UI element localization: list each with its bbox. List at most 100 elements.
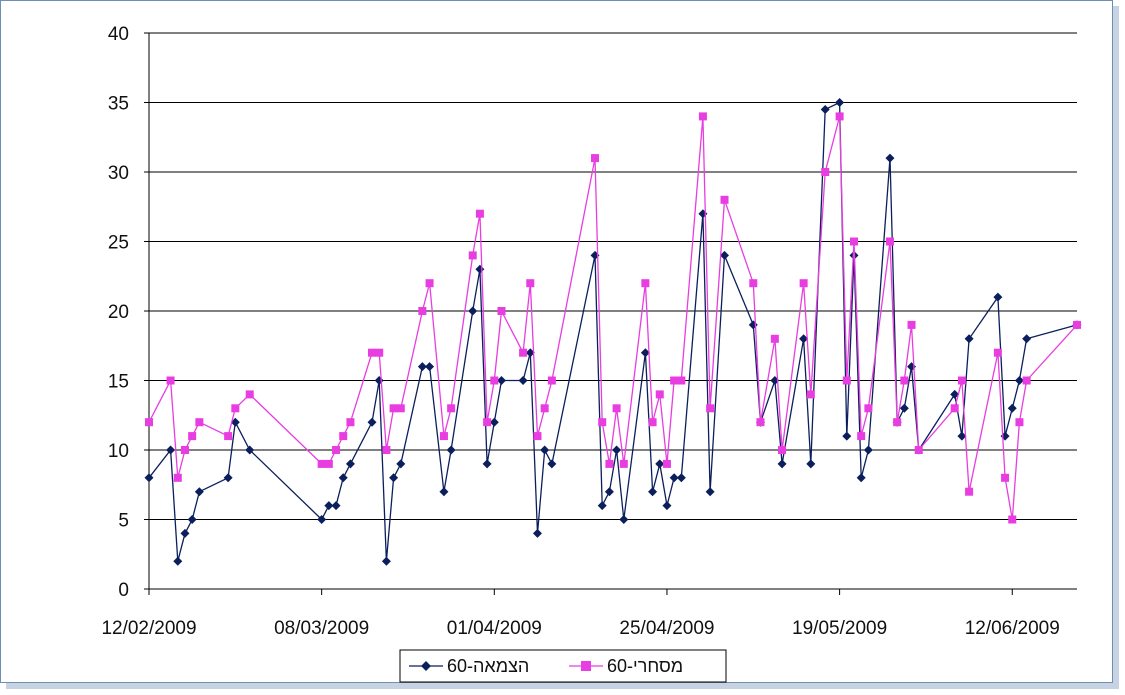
data-point <box>540 445 550 455</box>
data-point <box>655 459 665 469</box>
data-point <box>396 459 406 469</box>
legend-box <box>399 649 727 683</box>
data-point <box>612 445 622 455</box>
data-point <box>662 459 671 468</box>
data-point <box>224 432 233 441</box>
data-point <box>748 320 758 330</box>
data-point <box>425 279 434 288</box>
data-point <box>166 445 176 455</box>
data-point <box>382 446 391 454</box>
data-point <box>914 446 923 454</box>
y-tick-label: 30 <box>108 163 129 184</box>
data-point <box>619 515 629 524</box>
data-point <box>519 348 528 357</box>
data-point <box>957 376 966 385</box>
y-tick-label: 25 <box>108 233 129 254</box>
data-point <box>188 432 197 441</box>
y-tick-label: 20 <box>108 302 129 323</box>
data-point <box>1022 376 1031 385</box>
data-point <box>345 459 355 469</box>
data-point <box>332 446 341 454</box>
data-point <box>705 487 715 497</box>
y-tick-label: 0 <box>118 580 129 601</box>
data-point <box>490 376 499 385</box>
data-point <box>857 432 866 441</box>
data-point <box>864 404 873 413</box>
data-point <box>1014 376 1024 385</box>
data-point <box>799 279 808 288</box>
data-point <box>749 279 758 288</box>
data-point <box>950 404 959 413</box>
data-point <box>317 459 326 468</box>
x-tick-label: 08/03/2009 <box>274 618 369 639</box>
data-point <box>144 473 154 483</box>
data-point <box>698 209 708 219</box>
axes: 0 5 10 15 20 25 30 35 40 12/02/2009 08/03/2009 01/0… <box>101 24 1077 639</box>
data-point <box>547 376 556 385</box>
data-point <box>425 362 435 372</box>
data-point <box>483 418 492 427</box>
data-point <box>655 390 664 399</box>
data-point <box>324 459 333 468</box>
series-2 <box>145 112 1081 524</box>
series-line <box>148 116 1078 520</box>
data-point <box>619 459 628 468</box>
data-point <box>835 112 844 121</box>
data-point <box>540 404 549 413</box>
data-point <box>375 348 384 357</box>
data-point <box>439 487 449 497</box>
series-group <box>144 98 1082 566</box>
data-point <box>173 556 183 566</box>
data-point <box>799 334 809 344</box>
legend-marker-series-2 <box>581 661 591 671</box>
data-point <box>1022 334 1032 344</box>
data-point <box>533 432 542 441</box>
x-tick-label: 01/04/2009 <box>447 618 542 639</box>
data-point <box>547 459 557 469</box>
y-tick-label: 35 <box>108 94 129 115</box>
data-point <box>187 515 197 524</box>
data-point <box>965 487 974 496</box>
data-point <box>993 348 1002 357</box>
data-point <box>367 417 377 427</box>
chart-frame: 0 5 10 15 20 25 30 35 40 12/02/2009 08/03/2009 01/0… <box>0 0 1113 683</box>
data-point <box>662 501 672 511</box>
data-point <box>439 432 448 441</box>
data-point <box>670 376 679 385</box>
data-point <box>893 418 902 427</box>
data-point <box>447 404 456 413</box>
data-point <box>770 334 779 343</box>
data-point <box>605 459 614 468</box>
data-point <box>518 376 528 385</box>
data-point <box>374 376 384 385</box>
data-point <box>900 376 909 385</box>
data-point <box>231 404 240 413</box>
data-point <box>1073 320 1081 329</box>
data-point <box>648 418 657 427</box>
data-point <box>842 431 852 441</box>
data-point <box>756 418 765 427</box>
series-1 <box>144 98 1082 566</box>
x-tick-label: 19/05/2009 <box>792 618 887 639</box>
x-tick-label: 12/06/2009 <box>965 618 1060 639</box>
legend-marker-series-1 <box>421 661 431 671</box>
data-point <box>1001 473 1010 482</box>
data-point <box>677 376 686 385</box>
data-point <box>230 417 240 427</box>
data-point <box>720 250 730 260</box>
data-point <box>676 473 686 483</box>
data-point <box>324 501 334 511</box>
data-point <box>223 473 233 483</box>
data-point <box>993 292 1003 302</box>
data-point <box>706 404 715 413</box>
data-point <box>173 473 182 482</box>
data-point <box>1007 403 1017 413</box>
data-point <box>338 473 348 483</box>
data-point <box>835 98 845 107</box>
data-point <box>1008 515 1017 524</box>
data-point <box>698 112 707 121</box>
data-point <box>863 445 873 455</box>
data-point <box>418 307 427 315</box>
data-point <box>640 348 650 358</box>
data-point <box>195 418 204 427</box>
